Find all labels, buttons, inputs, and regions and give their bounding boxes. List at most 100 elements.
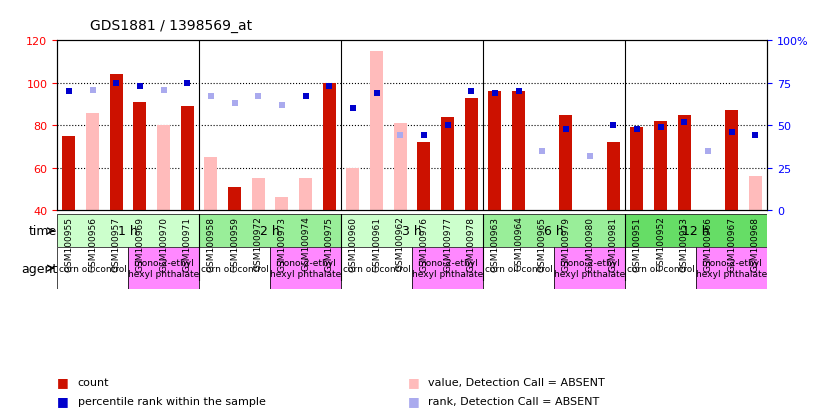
Bar [228, 188, 241, 211]
Bar [86, 113, 99, 211]
Text: GSM100951: GSM100951 [632, 216, 641, 271]
Text: time: time [29, 225, 57, 238]
Bar [625, 215, 767, 248]
Bar [199, 248, 270, 289]
Text: GSM100957: GSM100957 [112, 216, 121, 271]
Bar [489, 92, 501, 211]
Text: GSM100960: GSM100960 [348, 216, 357, 271]
Text: mono-2-ethyl
hexyl phthalate: mono-2-ethyl hexyl phthalate [554, 259, 625, 278]
Bar [341, 215, 483, 248]
Bar [560, 115, 572, 211]
Text: GSM100973: GSM100973 [277, 216, 286, 271]
Text: ■: ■ [57, 375, 69, 389]
Text: GDS1881 / 1398569_at: GDS1881 / 1398569_at [90, 19, 252, 33]
Text: 1 h: 1 h [118, 225, 138, 238]
Text: corn oil control: corn oil control [485, 264, 552, 273]
Bar [412, 248, 483, 289]
Text: GSM100978: GSM100978 [467, 216, 476, 271]
Bar [57, 248, 128, 289]
Text: mono-2-ethyl
hexyl phthalate: mono-2-ethyl hexyl phthalate [412, 259, 483, 278]
Text: corn oil control: corn oil control [627, 264, 694, 273]
Text: count: count [78, 377, 109, 387]
Bar [299, 179, 312, 211]
Text: GSM100964: GSM100964 [514, 216, 523, 271]
Bar [607, 143, 619, 211]
Text: GSM100975: GSM100975 [325, 216, 334, 271]
Bar [205, 158, 217, 211]
Text: GSM100963: GSM100963 [490, 216, 499, 271]
Bar [323, 83, 335, 211]
Text: GSM100977: GSM100977 [443, 216, 452, 271]
Text: GSM100974: GSM100974 [301, 216, 310, 271]
Bar [276, 198, 288, 211]
Text: GSM100979: GSM100979 [561, 216, 570, 271]
Bar [696, 248, 767, 289]
Bar [702, 211, 714, 249]
Text: GSM100952: GSM100952 [656, 216, 665, 271]
Text: 2 h: 2 h [260, 225, 280, 238]
Bar [128, 248, 199, 289]
Text: corn oil control: corn oil control [343, 264, 410, 273]
Text: mono-2-ethyl
hexyl phthalate: mono-2-ethyl hexyl phthalate [270, 259, 341, 278]
Bar [631, 128, 643, 211]
Text: ■: ■ [408, 375, 419, 389]
Bar [554, 248, 625, 289]
Text: GSM100953: GSM100953 [680, 216, 689, 271]
Bar [483, 248, 554, 289]
Bar [725, 111, 738, 211]
Bar [483, 215, 625, 248]
Bar [252, 179, 264, 211]
Bar [157, 126, 170, 211]
Bar [347, 169, 359, 211]
Bar [134, 103, 146, 211]
Text: GSM100962: GSM100962 [396, 216, 405, 271]
Text: GSM100981: GSM100981 [609, 216, 618, 271]
Text: GSM100958: GSM100958 [206, 216, 215, 271]
Text: mono-2-ethyl
hexyl phthalate: mono-2-ethyl hexyl phthalate [696, 259, 767, 278]
Text: GSM100970: GSM100970 [159, 216, 168, 271]
Bar [536, 211, 548, 253]
Text: corn oil control: corn oil control [201, 264, 268, 273]
Text: GSM100971: GSM100971 [183, 216, 192, 271]
Text: value, Detection Call = ABSENT: value, Detection Call = ABSENT [428, 377, 605, 387]
Text: GSM100955: GSM100955 [64, 216, 73, 271]
Bar [441, 117, 454, 211]
Text: 6 h: 6 h [544, 225, 564, 238]
Text: percentile rank within the sample: percentile rank within the sample [78, 396, 265, 406]
Bar [749, 177, 761, 211]
Text: GSM100972: GSM100972 [254, 216, 263, 271]
Bar [63, 137, 75, 211]
Bar [654, 122, 667, 211]
Bar [465, 98, 477, 211]
Bar [270, 248, 341, 289]
Text: GSM100956: GSM100956 [88, 216, 97, 271]
Text: GSM100959: GSM100959 [230, 216, 239, 271]
Bar [418, 143, 430, 211]
Bar [625, 248, 696, 289]
Text: 12 h: 12 h [682, 225, 710, 238]
Text: 3 h: 3 h [402, 225, 422, 238]
Bar [678, 115, 690, 211]
Bar [57, 215, 199, 248]
Text: ■: ■ [57, 394, 69, 407]
Bar [394, 124, 406, 211]
Bar [341, 248, 412, 289]
Text: GSM100965: GSM100965 [538, 216, 547, 271]
Text: GSM100969: GSM100969 [135, 216, 144, 271]
Bar [199, 215, 341, 248]
Text: mono-2-ethyl
hexyl phthalate: mono-2-ethyl hexyl phthalate [128, 259, 199, 278]
Bar [583, 211, 596, 249]
Bar [512, 92, 525, 211]
Text: ■: ■ [408, 394, 419, 407]
Text: GSM100976: GSM100976 [419, 216, 428, 271]
Text: GSM100980: GSM100980 [585, 216, 594, 271]
Text: corn oil control: corn oil control [59, 264, 126, 273]
Text: GSM100966: GSM100966 [703, 216, 712, 271]
Text: rank, Detection Call = ABSENT: rank, Detection Call = ABSENT [428, 396, 600, 406]
Text: GSM100967: GSM100967 [727, 216, 736, 271]
Text: GSM100968: GSM100968 [751, 216, 760, 271]
Text: GSM100961: GSM100961 [372, 216, 381, 271]
Text: agent: agent [21, 262, 57, 275]
Bar [370, 52, 383, 211]
Bar [110, 75, 122, 211]
